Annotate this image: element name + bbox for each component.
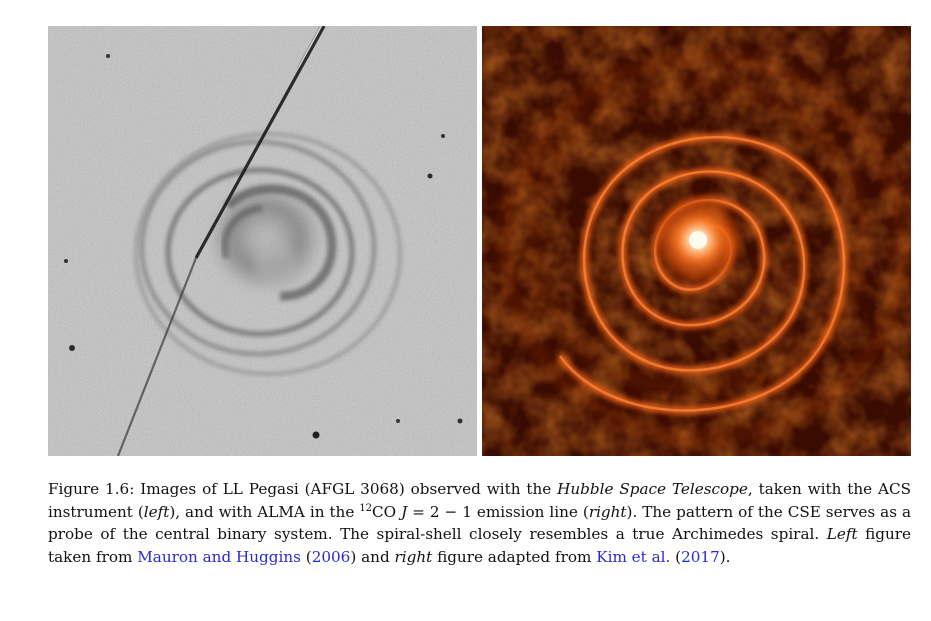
alma-co-image-graphic	[482, 26, 911, 456]
alma-co-image	[482, 26, 911, 456]
caption-text-1: Images of LL Pegasi (AFGL 3068) observed…	[140, 480, 552, 498]
caption-text-7: figure taken from	[48, 525, 912, 566]
caption-text-8: and	[361, 547, 390, 566]
caption-left-italic: left	[143, 502, 170, 521]
caption-right-word: right	[394, 547, 433, 566]
figure-panels	[48, 26, 911, 456]
caption-telescope: Hubble Space Telescope	[557, 480, 748, 498]
caption-right-italic: right	[588, 502, 627, 521]
caption-isotope: 12	[359, 502, 373, 514]
caption-j-symbol: J	[401, 502, 408, 521]
caption-left-word: Left	[826, 525, 858, 543]
caption-text-6: ). The pattern of the CSE serves as a pr…	[48, 502, 912, 544]
hubble-acs-image-graphic	[48, 26, 477, 456]
figure-label: Figure 1.6:	[48, 480, 135, 498]
hubble-acs-image	[48, 26, 477, 456]
caption-text-9: figure adapted from	[437, 547, 592, 566]
caption-text-3: ), and with ALMA in the	[169, 502, 355, 521]
ref1-year-open: (	[305, 547, 312, 566]
ref2-year-open: (	[675, 547, 682, 566]
ref2-year-close: ).	[719, 547, 731, 566]
ref1-year-close: )	[350, 547, 357, 566]
ref-kim-et-al-year-link[interactable]: 2017	[681, 547, 720, 566]
ref-mauron-huggins-link[interactable]: Mauron and Huggins	[137, 547, 301, 566]
caption-text-5: = 2 − 1 emission line (	[407, 502, 589, 521]
figure-caption: Figure 1.6: Images of LL Pegasi (AFGL 30…	[48, 478, 911, 568]
caption-text-4: CO	[372, 502, 397, 521]
caption-text-2: , taken with the ACS instrument (	[48, 480, 912, 521]
ref-kim-et-al-link[interactable]: Kim et al.	[596, 547, 671, 566]
ref-mauron-huggins-year-link[interactable]: 2006	[311, 547, 351, 566]
